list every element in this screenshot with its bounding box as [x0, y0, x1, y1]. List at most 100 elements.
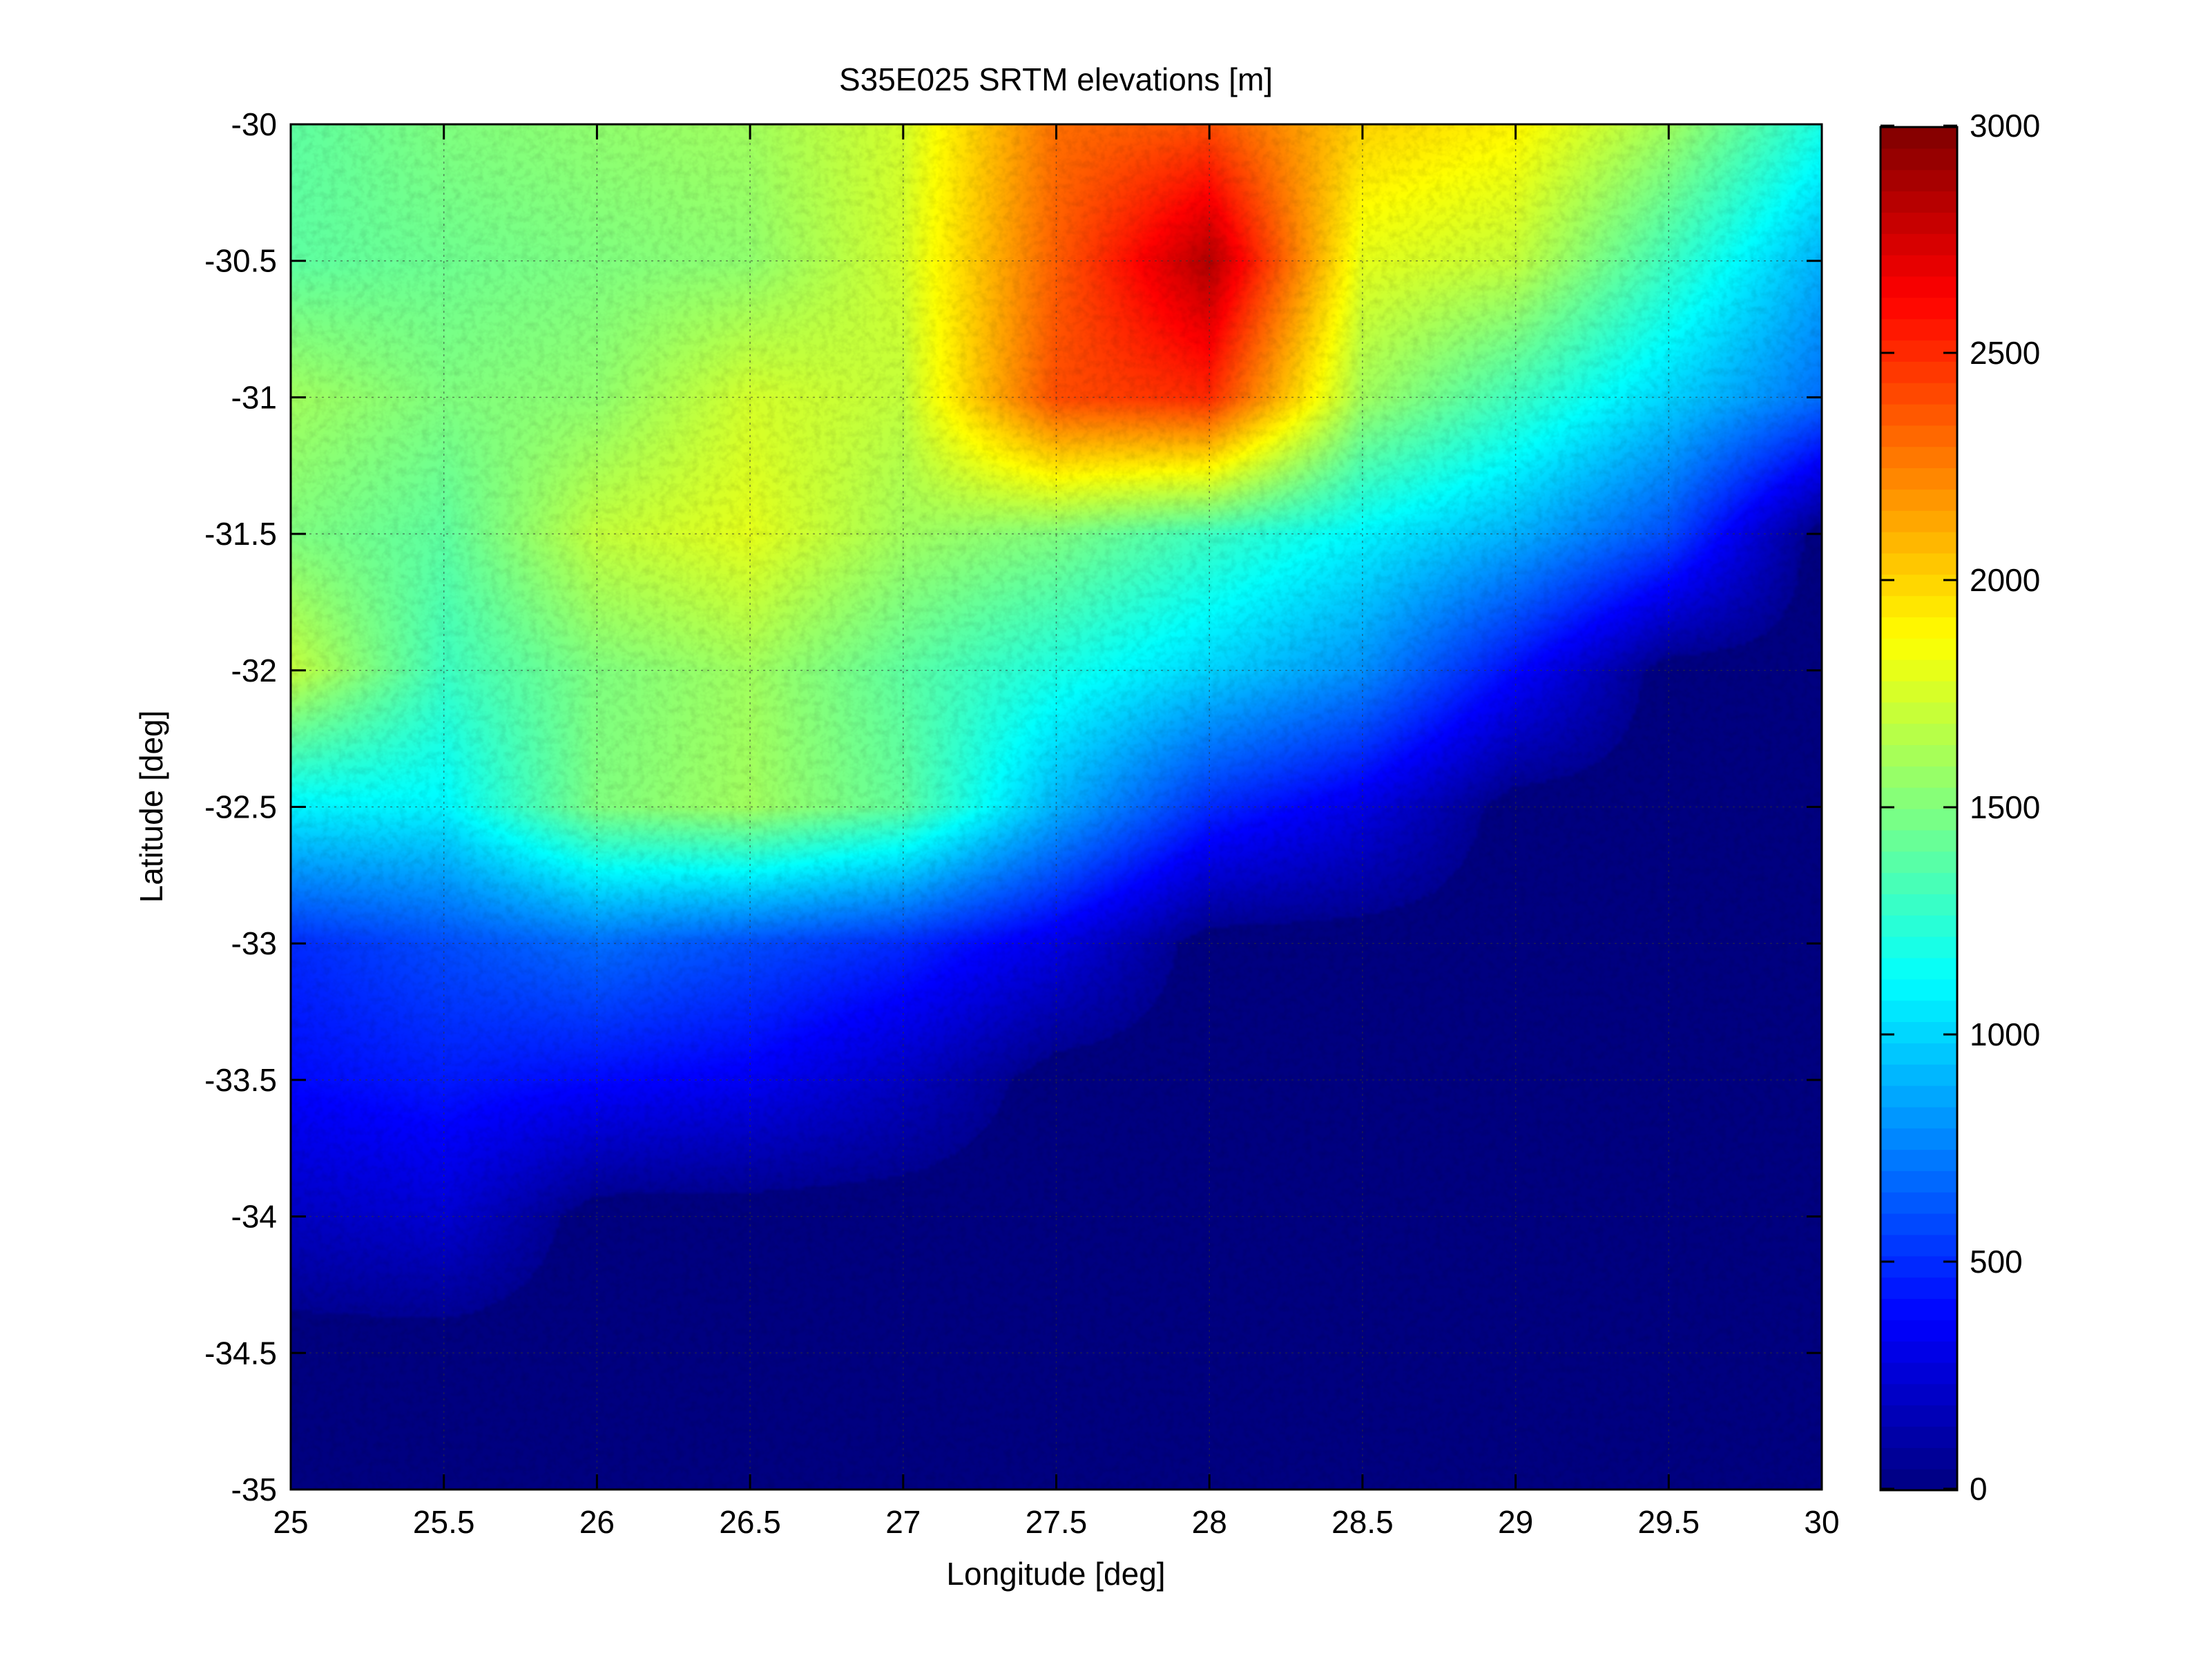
colorbar-band	[1881, 1383, 1957, 1406]
x-tick-label: 26.5	[719, 1504, 781, 1540]
y-tick-label: -31.5	[204, 516, 277, 552]
colorbar-band	[1881, 1320, 1957, 1342]
colorbar-band	[1881, 979, 1957, 1001]
x-tick-label: 29.5	[1638, 1504, 1700, 1540]
x-tick-label: 29	[1498, 1504, 1533, 1540]
colorbar-band	[1881, 1234, 1957, 1257]
x-tick-label: 27.5	[1026, 1504, 1088, 1540]
colorbar-band	[1881, 1469, 1957, 1491]
colorbar-band	[1881, 894, 1957, 916]
colorbar-band	[1881, 915, 1957, 937]
colorbar-ticks: 0 500 1000 1500 2000 2500 3000	[1881, 108, 2040, 1507]
colorbar-band	[1881, 552, 1957, 575]
colorbar-band	[1881, 723, 1957, 746]
colorbar-band	[1881, 617, 1957, 639]
y-tick-label: -32.5	[204, 789, 277, 825]
y-tick-label: -35	[231, 1472, 277, 1507]
colorbar-tick-label: 2500	[1970, 335, 2040, 371]
colorbar-frame	[1879, 126, 1959, 1492]
colorbar-band	[1881, 383, 1957, 405]
y-tick-label: -30.5	[204, 243, 277, 279]
colorbar-band	[1881, 1192, 1957, 1214]
colorbar-band	[1881, 1106, 1957, 1129]
colorbar-band	[1881, 1000, 1957, 1023]
colorbar-band	[1881, 809, 1957, 831]
colorbar-band	[1881, 1213, 1957, 1235]
y-tick-label: -30	[231, 106, 277, 142]
colorbar-band	[1881, 1362, 1957, 1385]
x-tick-label: 26	[579, 1504, 615, 1540]
x-tick-label: 30	[1804, 1504, 1839, 1540]
colorbar-band	[1881, 1277, 1957, 1300]
y-tick-label: -34.5	[204, 1335, 277, 1371]
colorbar-band	[1881, 1128, 1957, 1150]
colorbar-band	[1881, 766, 1957, 788]
colorbar-band	[1881, 702, 1957, 724]
colorbar-band	[1881, 851, 1957, 874]
colorbar-band	[1881, 169, 1957, 192]
colorbar-band	[1881, 595, 1957, 618]
y-tick-label: -32	[231, 653, 277, 688]
colorbar-band	[1881, 1149, 1957, 1171]
colorbar-band	[1881, 467, 1957, 490]
colorbar-band	[1881, 1447, 1957, 1469]
colorbar-band	[1881, 1405, 1957, 1427]
colorbar-band	[1881, 318, 1957, 341]
colorbar-band	[1881, 489, 1957, 511]
x-tick-label: 28	[1192, 1504, 1227, 1540]
colorbar-band	[1881, 340, 1957, 362]
colorbar-tick-label: 1000	[1970, 1016, 2040, 1052]
colorbar-band	[1881, 680, 1957, 703]
colorbar-band	[1881, 1064, 1957, 1086]
colorbar-band	[1881, 510, 1957, 532]
colorbar-band	[1881, 276, 1957, 298]
colorbar-band	[1881, 255, 1957, 277]
colorbar-tick-label: 500	[1970, 1244, 2023, 1280]
colorbar: 0 500 1000 1500 2000 2500 3000	[1879, 108, 2040, 1507]
colorbar-band	[1881, 297, 1957, 320]
colorbar-band	[1881, 638, 1957, 660]
colorbar-tick-label: 1500	[1970, 789, 2040, 825]
plot-frame	[289, 123, 1823, 1491]
y-tick-label: -33.5	[204, 1062, 277, 1098]
y-tick-label: -31	[231, 379, 277, 415]
colorbar-band	[1881, 659, 1957, 682]
chart-title: S35E025 SRTM elevations [m]	[839, 61, 1273, 97]
colorbar-band	[1881, 1426, 1957, 1448]
x-tick-label: 25.5	[413, 1504, 475, 1540]
colorbar-band	[1881, 127, 1957, 149]
colorbar-band	[1881, 233, 1957, 256]
grid-lines	[291, 124, 1822, 1490]
y-tick-label: -34	[231, 1199, 277, 1235]
colorbar-band	[1881, 744, 1957, 767]
colorbar-band	[1881, 1341, 1957, 1363]
colorbar-band	[1881, 936, 1957, 958]
colorbar-band	[1881, 532, 1957, 554]
colorbar-band	[1881, 1255, 1957, 1278]
colorbar-band	[1881, 1043, 1957, 1065]
colorbar-band	[1881, 1170, 1957, 1193]
x-tick-label: 25	[273, 1504, 308, 1540]
colorbar-band	[1881, 446, 1957, 469]
x-tick-label: 28.5	[1331, 1504, 1394, 1540]
colorbar-band	[1881, 1298, 1957, 1320]
y-axis-label: Latitude [deg]	[133, 711, 169, 903]
x-tick-label: 27	[885, 1504, 921, 1540]
x-axis-ticks: 25 25.5 26 26.5 27 27.5 28 28.5 29 29.5 30	[273, 124, 1840, 1540]
colorbar-band	[1881, 1085, 1957, 1108]
colorbar-band	[1881, 212, 1957, 234]
x-axis-label: Longitude [deg]	[946, 1556, 1165, 1592]
colorbar-band	[1881, 148, 1957, 171]
colorbar-band	[1881, 957, 1957, 980]
colorbar-band	[1881, 787, 1957, 809]
colorbar-tick-label: 2000	[1970, 562, 2040, 598]
y-tick-label: -33	[231, 925, 277, 961]
colorbar-band	[1881, 403, 1957, 426]
colorbar-band	[1881, 425, 1957, 447]
colorbar-band	[1881, 361, 1957, 383]
colorbar-tick-label: 0	[1970, 1471, 1988, 1507]
colorbar-bands	[1881, 127, 1957, 1491]
colorbar-band	[1881, 1021, 1957, 1043]
colorbar-band	[1881, 829, 1957, 852]
